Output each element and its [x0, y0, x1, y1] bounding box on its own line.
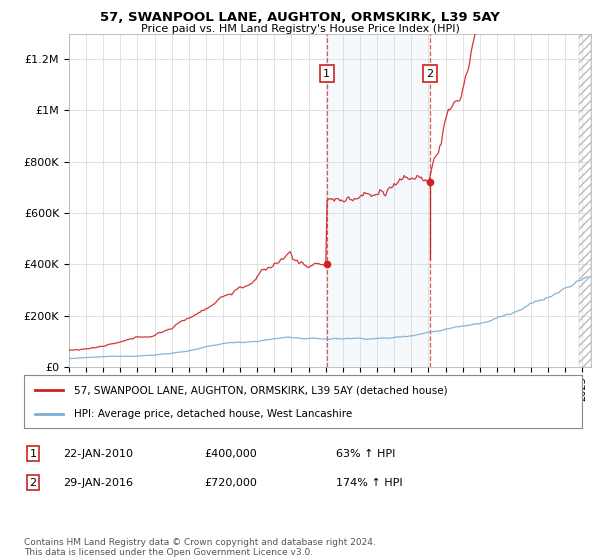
Text: 57, SWANPOOL LANE, AUGHTON, ORMSKIRK, L39 5AY (detached house): 57, SWANPOOL LANE, AUGHTON, ORMSKIRK, L3…	[74, 385, 448, 395]
Text: 22-JAN-2010: 22-JAN-2010	[63, 449, 133, 459]
Text: £400,000: £400,000	[204, 449, 257, 459]
Bar	[327, 34, 430, 367]
Text: 1: 1	[29, 449, 37, 459]
Text: 63% ↑ HPI: 63% ↑ HPI	[336, 449, 395, 459]
Text: 29-JAN-2016: 29-JAN-2016	[63, 478, 133, 488]
Text: HPI: Average price, detached house, West Lancashire: HPI: Average price, detached house, West…	[74, 408, 352, 418]
Text: 2: 2	[426, 68, 433, 78]
Text: Contains HM Land Registry data © Crown copyright and database right 2024.
This d: Contains HM Land Registry data © Crown c…	[24, 538, 376, 557]
Text: Price paid vs. HM Land Registry's House Price Index (HPI): Price paid vs. HM Land Registry's House …	[140, 24, 460, 34]
Text: 57, SWANPOOL LANE, AUGHTON, ORMSKIRK, L39 5AY: 57, SWANPOOL LANE, AUGHTON, ORMSKIRK, L3…	[100, 11, 500, 24]
Text: 2: 2	[29, 478, 37, 488]
Text: £720,000: £720,000	[204, 478, 257, 488]
Text: 174% ↑ HPI: 174% ↑ HPI	[336, 478, 403, 488]
Text: 1: 1	[323, 68, 330, 78]
